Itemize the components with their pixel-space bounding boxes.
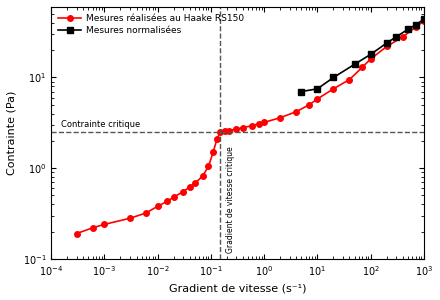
Mesures réalisées au Haake RS150 <box>102 223 107 226</box>
Mesures réalisées au Haake RS150 <box>227 129 232 132</box>
Legend: Mesures réalisées au Haake RS150, Mesures normalisées: Mesures réalisées au Haake RS150, Mesure… <box>56 11 246 38</box>
Mesures réalisées au Haake RS150 <box>165 200 170 203</box>
Mesures réalisées au Haake RS150 <box>413 25 418 29</box>
Mesures réalisées au Haake RS150 <box>90 226 95 230</box>
Mesures normalisées <box>352 62 357 66</box>
Mesures réalisées au Haake RS150 <box>218 130 223 134</box>
Mesures réalisées au Haake RS150 <box>368 57 373 61</box>
Mesures réalisées au Haake RS150 <box>261 121 267 124</box>
Mesures normalisées <box>299 90 304 93</box>
Mesures réalisées au Haake RS150 <box>293 110 299 113</box>
Mesures réalisées au Haake RS150 <box>222 130 227 133</box>
Mesures normalisées <box>368 52 373 56</box>
Mesures normalisées <box>421 17 426 21</box>
Mesures normalisées <box>384 41 389 45</box>
Mesures réalisées au Haake RS150 <box>240 126 246 129</box>
Mesures réalisées au Haake RS150 <box>421 19 426 23</box>
Text: Contrainte critique: Contrainte critique <box>61 120 140 129</box>
Mesures réalisées au Haake RS150 <box>278 116 283 119</box>
Mesures réalisées au Haake RS150 <box>250 124 255 128</box>
Mesures normalisées <box>393 35 399 39</box>
Mesures normalisées <box>331 76 336 79</box>
X-axis label: Gradient de vitesse (s⁻¹): Gradient de vitesse (s⁻¹) <box>169 283 306 293</box>
Mesures réalisées au Haake RS150 <box>210 150 216 154</box>
Mesures réalisées au Haake RS150 <box>187 185 192 189</box>
Mesures réalisées au Haake RS150 <box>127 217 132 220</box>
Mesures réalisées au Haake RS150 <box>400 35 405 39</box>
Mesures réalisées au Haake RS150 <box>214 137 220 141</box>
Mesures réalisées au Haake RS150 <box>257 122 262 125</box>
Mesures normalisées <box>315 87 320 91</box>
Mesures réalisées au Haake RS150 <box>331 87 336 91</box>
Mesures réalisées au Haake RS150 <box>234 127 239 131</box>
Mesures réalisées au Haake RS150 <box>200 174 205 178</box>
Mesures réalisées au Haake RS150 <box>206 164 211 168</box>
Mesures réalisées au Haake RS150 <box>360 65 365 69</box>
Mesures réalisées au Haake RS150 <box>143 211 149 215</box>
Mesures réalisées au Haake RS150 <box>192 182 198 185</box>
Mesures réalisées au Haake RS150 <box>180 190 186 194</box>
Line: Mesures réalisées au Haake RS150: Mesures réalisées au Haake RS150 <box>74 18 427 236</box>
Text: Gradient de vitesse critique: Gradient de vitesse critique <box>226 147 235 253</box>
Line: Mesures normalisées: Mesures normalisées <box>298 16 427 95</box>
Mesures réalisées au Haake RS150 <box>74 232 79 236</box>
Mesures réalisées au Haake RS150 <box>384 45 389 48</box>
Mesures réalisées au Haake RS150 <box>315 97 320 101</box>
Mesures réalisées au Haake RS150 <box>155 205 160 208</box>
Mesures réalisées au Haake RS150 <box>171 195 176 199</box>
Y-axis label: Contrainte (Pa): Contrainte (Pa) <box>7 91 17 175</box>
Mesures normalisées <box>413 23 418 27</box>
Mesures normalisées <box>405 28 411 31</box>
Mesures réalisées au Haake RS150 <box>347 78 352 81</box>
Mesures réalisées au Haake RS150 <box>307 103 312 106</box>
